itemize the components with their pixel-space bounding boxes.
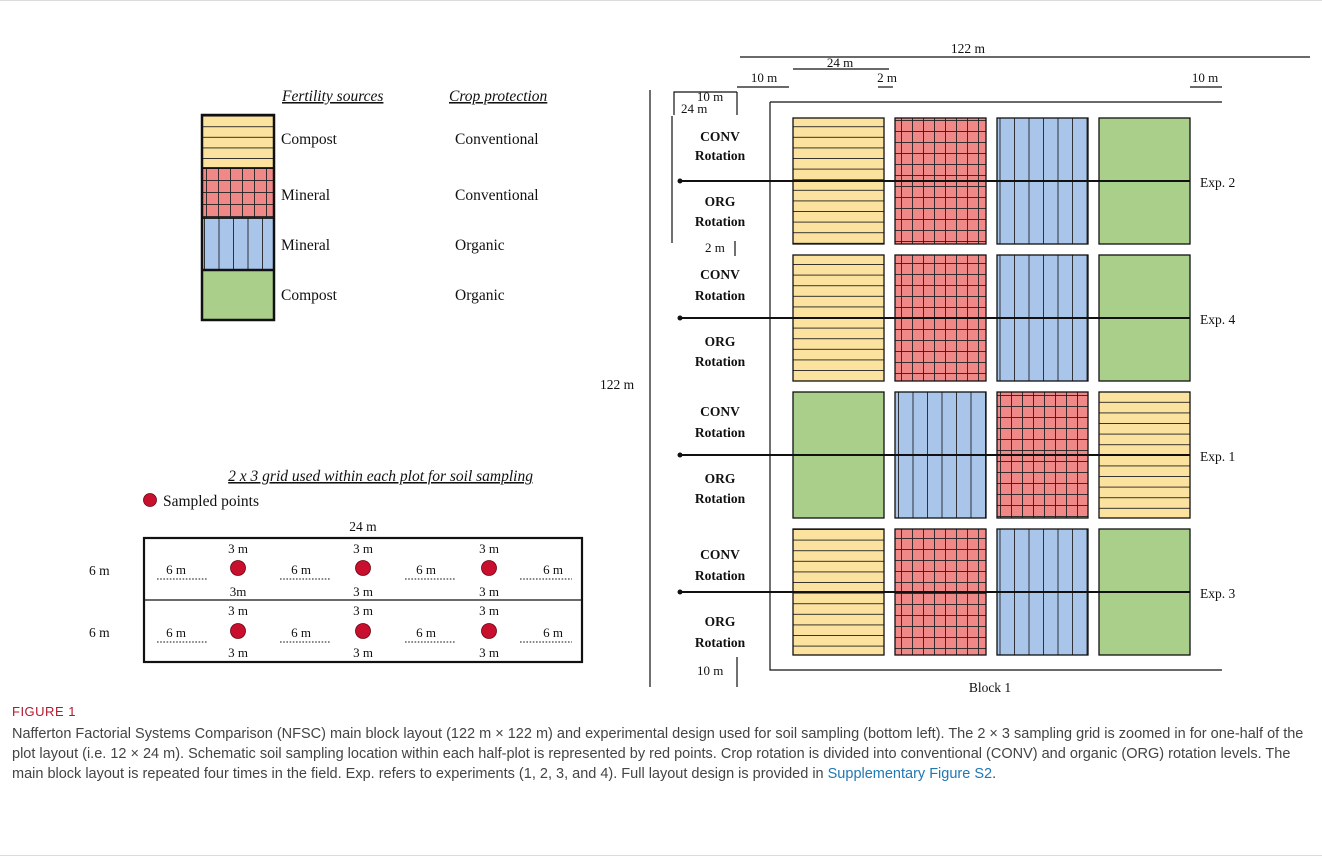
sample-point [481, 560, 497, 576]
top-divider [0, 0, 1322, 1]
rotation-org-label: ORG [705, 194, 736, 209]
sampled-points-label: Sampled points [163, 493, 259, 510]
svg-text:Rotation: Rotation [695, 214, 746, 229]
bottom-divider [0, 855, 1322, 856]
rotation-conv-label: CONV [700, 547, 740, 562]
svg-text:Rotation: Rotation [695, 354, 746, 369]
svg-text:Rotation: Rotation [695, 491, 746, 506]
svg-text:Rotation: Rotation [695, 425, 746, 440]
svg-text:Rotation: Rotation [695, 148, 746, 163]
svg-text:6 m: 6 m [291, 562, 311, 577]
svg-text:3 m: 3 m [353, 584, 373, 599]
sample-point [355, 560, 371, 576]
grid-row-2: 6 m 6 m 6 m 6 m 3 m 3 m 3 m 3 m 3 m 3 m [157, 603, 572, 660]
legend-swatch-mineral-conventional [202, 168, 274, 218]
svg-text:6 m: 6 m [166, 625, 186, 640]
dim-left-margin: 10 m [751, 70, 777, 85]
sampling-grid-title: 2 x 3 grid used within each plot for soi… [228, 468, 533, 485]
experimental-layout-diagram: Fertility sources Crop protection Compos… [89, 41, 1310, 695]
legend-header-fertility: Fertility sources [281, 88, 383, 105]
dim-total-height: 122 m [600, 377, 635, 392]
block-layout: 122 m 24 m 10 m 2 m 10 m 24 m 10 m 122 m… [600, 41, 1310, 695]
svg-text:Rotation: Rotation [695, 568, 746, 583]
svg-text:6 m: 6 m [416, 562, 436, 577]
svg-text:3m: 3m [230, 584, 247, 599]
svg-text:3 m: 3 m [228, 541, 248, 556]
grid-row-1-height-label: 6 m [89, 563, 110, 578]
dim-gap-vertical: 2 m [705, 240, 725, 255]
exp-label-row-4: Exp. 3 [1200, 586, 1235, 601]
grid-width-label: 24 m [349, 519, 377, 534]
legend-row-1-fertility: Compost [281, 131, 338, 148]
legend-swatch-mineral-organic [202, 218, 274, 270]
svg-text:6 m: 6 m [416, 625, 436, 640]
sample-point [230, 560, 246, 576]
figure-caption: FIGURE 1 Nafferton Factorial Systems Com… [12, 704, 1312, 784]
legend-row-2-protection: Conventional [455, 187, 539, 204]
legend-row-3-protection: Organic [455, 237, 505, 254]
svg-text:3 m: 3 m [479, 541, 499, 556]
rotation-org-label: ORG [705, 471, 736, 486]
svg-text:3 m: 3 m [228, 603, 248, 618]
caption-text: Nafferton Factorial Systems Comparison (… [12, 726, 1304, 782]
exp-label-row-1: Exp. 2 [1200, 175, 1235, 190]
rotation-org-label: ORG [705, 614, 736, 629]
dim-plot-width: 24 m [827, 55, 853, 70]
legend: Fertility sources Crop protection Compos… [200, 88, 548, 322]
rotation-conv-label: CONV [700, 404, 740, 419]
sample-point [481, 623, 497, 639]
svg-text:6 m: 6 m [543, 562, 563, 577]
dim-top-margin: 10 m [697, 89, 723, 104]
svg-text:Rotation: Rotation [695, 635, 746, 650]
svg-text:3 m: 3 m [479, 603, 499, 618]
rotation-conv-label: CONV [700, 129, 740, 144]
rotation-conv-label: CONV [700, 267, 740, 282]
sampling-grid-panel: 2 x 3 grid used within each plot for soi… [89, 468, 584, 664]
legend-row-1-protection: Conventional [455, 131, 539, 148]
dim-left-top-label: 24 m [681, 101, 707, 116]
svg-text:6 m: 6 m [543, 625, 563, 640]
legend-row-4-fertility: Compost [281, 287, 338, 304]
legend-row-2-fertility: Mineral [281, 187, 330, 204]
svg-text:3 m: 3 m [353, 603, 373, 618]
grid-row-2-height-label: 6 m [89, 625, 110, 640]
dim-total-width: 122 m [951, 41, 986, 56]
svg-text:3 m: 3 m [353, 541, 373, 556]
plots [792, 117, 1191, 656]
legend-swatch-compost-organic [202, 270, 274, 320]
figure-label: FIGURE 1 [12, 704, 76, 719]
svg-text:3 m: 3 m [479, 584, 499, 599]
legend-header-protection: Crop protection [449, 88, 548, 105]
rotation-org-label: ORG [705, 334, 736, 349]
svg-text:3 m: 3 m [353, 645, 373, 660]
svg-text:6 m: 6 m [291, 625, 311, 640]
legend-row-3-fertility: Mineral [281, 237, 330, 254]
supplementary-link[interactable]: Supplementary Figure S2 [827, 766, 993, 782]
exp-label-row-3: Exp. 1 [1200, 449, 1235, 464]
svg-text:3 m: 3 m [479, 645, 499, 660]
exp-label-row-2: Exp. 4 [1200, 312, 1235, 327]
svg-text:3 m: 3 m [228, 645, 248, 660]
dim-bottom-margin: 10 m [697, 663, 723, 678]
dim-right-margin: 10 m [1192, 70, 1218, 85]
block-label: Block 1 [969, 680, 1011, 695]
svg-text:Rotation: Rotation [695, 288, 746, 303]
svg-text:6 m: 6 m [166, 562, 186, 577]
legend-swatch-compost-conventional [202, 115, 274, 168]
sample-point [355, 623, 371, 639]
legend-row-4-protection: Organic [455, 287, 505, 304]
sampled-point-legend-marker [143, 493, 157, 507]
grid-row-1: 6 m 6 m 6 m 6 m 3 m 3 m 3 m 3m 3 m 3 m [157, 541, 572, 599]
sample-point [230, 623, 246, 639]
dim-plot-gap: 2 m [877, 70, 897, 85]
